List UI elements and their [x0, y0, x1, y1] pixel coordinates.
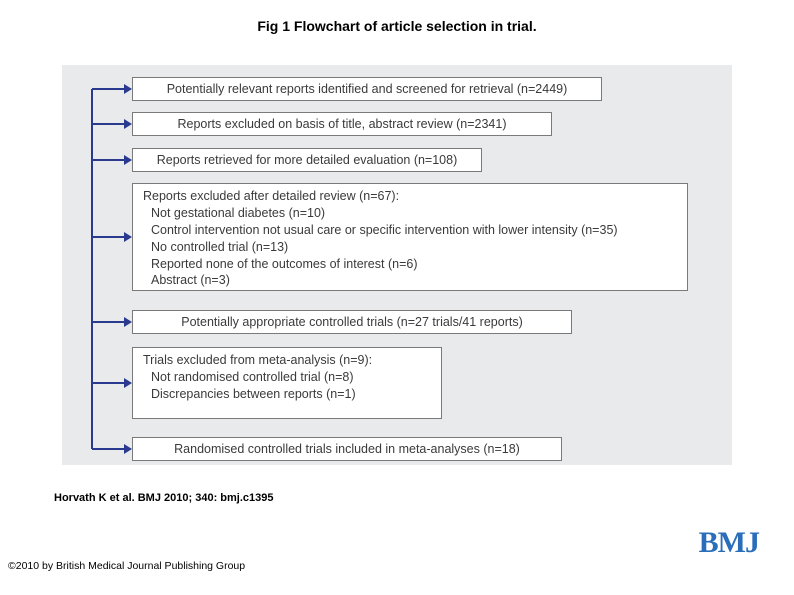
- flow-box-line: Not randomised controlled trial (n=8): [143, 369, 431, 386]
- flow-box-line: Trials excluded from meta-analysis (n=9)…: [143, 352, 431, 369]
- flow-box-line: Control intervention not usual care or s…: [143, 222, 677, 239]
- flow-box-b5: Potentially appropriate controlled trial…: [132, 310, 572, 334]
- arrow-right-icon: [124, 232, 132, 242]
- flowchart-container: Potentially relevant reports identified …: [62, 65, 732, 465]
- flow-box-line: Abstract (n=3): [143, 272, 677, 289]
- flow-box-b4: Reports excluded after detailed review (…: [132, 183, 688, 291]
- bmj-logo: BMJ: [699, 526, 759, 560]
- arrow-right-icon: [124, 119, 132, 129]
- flow-box-b7: Randomised controlled trials included in…: [132, 437, 562, 461]
- flow-branch: [92, 321, 124, 323]
- flow-branch: [92, 88, 124, 90]
- flow-branch: [92, 448, 124, 450]
- arrow-right-icon: [124, 444, 132, 454]
- flow-branch: [92, 382, 124, 384]
- arrow-right-icon: [124, 378, 132, 388]
- flow-box-b2: Reports excluded on basis of title, abst…: [132, 112, 552, 136]
- flow-box-line: No controlled trial (n=13): [143, 239, 677, 256]
- flow-box-b1: Potentially relevant reports identified …: [132, 77, 602, 101]
- flow-branch: [92, 236, 124, 238]
- figure-title: Fig 1 Flowchart of article selection in …: [0, 0, 794, 34]
- arrow-right-icon: [124, 317, 132, 327]
- arrow-right-icon: [124, 84, 132, 94]
- flow-box-line: Reported none of the outcomes of interes…: [143, 256, 677, 273]
- flow-branch: [92, 159, 124, 161]
- arrow-right-icon: [124, 155, 132, 165]
- flow-spine: [91, 89, 93, 449]
- flow-box-b6: Trials excluded from meta-analysis (n=9)…: [132, 347, 442, 419]
- flow-box-line: Discrepancies between reports (n=1): [143, 386, 431, 403]
- flow-box-b3: Reports retrieved for more detailed eval…: [132, 148, 482, 172]
- citation-text: Horvath K et al. BMJ 2010; 340: bmj.c139…: [54, 492, 273, 504]
- flow-box-line: Reports excluded after detailed review (…: [143, 188, 677, 205]
- flow-branch: [92, 123, 124, 125]
- flow-box-line: Not gestational diabetes (n=10): [143, 205, 677, 222]
- copyright-text: ©2010 by British Medical Journal Publish…: [8, 560, 245, 572]
